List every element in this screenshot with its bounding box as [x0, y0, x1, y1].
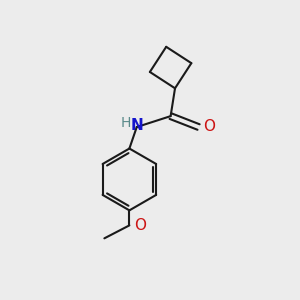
Text: N: N [131, 118, 144, 133]
Text: H: H [120, 116, 131, 130]
Text: O: O [134, 218, 146, 233]
Text: O: O [204, 119, 216, 134]
